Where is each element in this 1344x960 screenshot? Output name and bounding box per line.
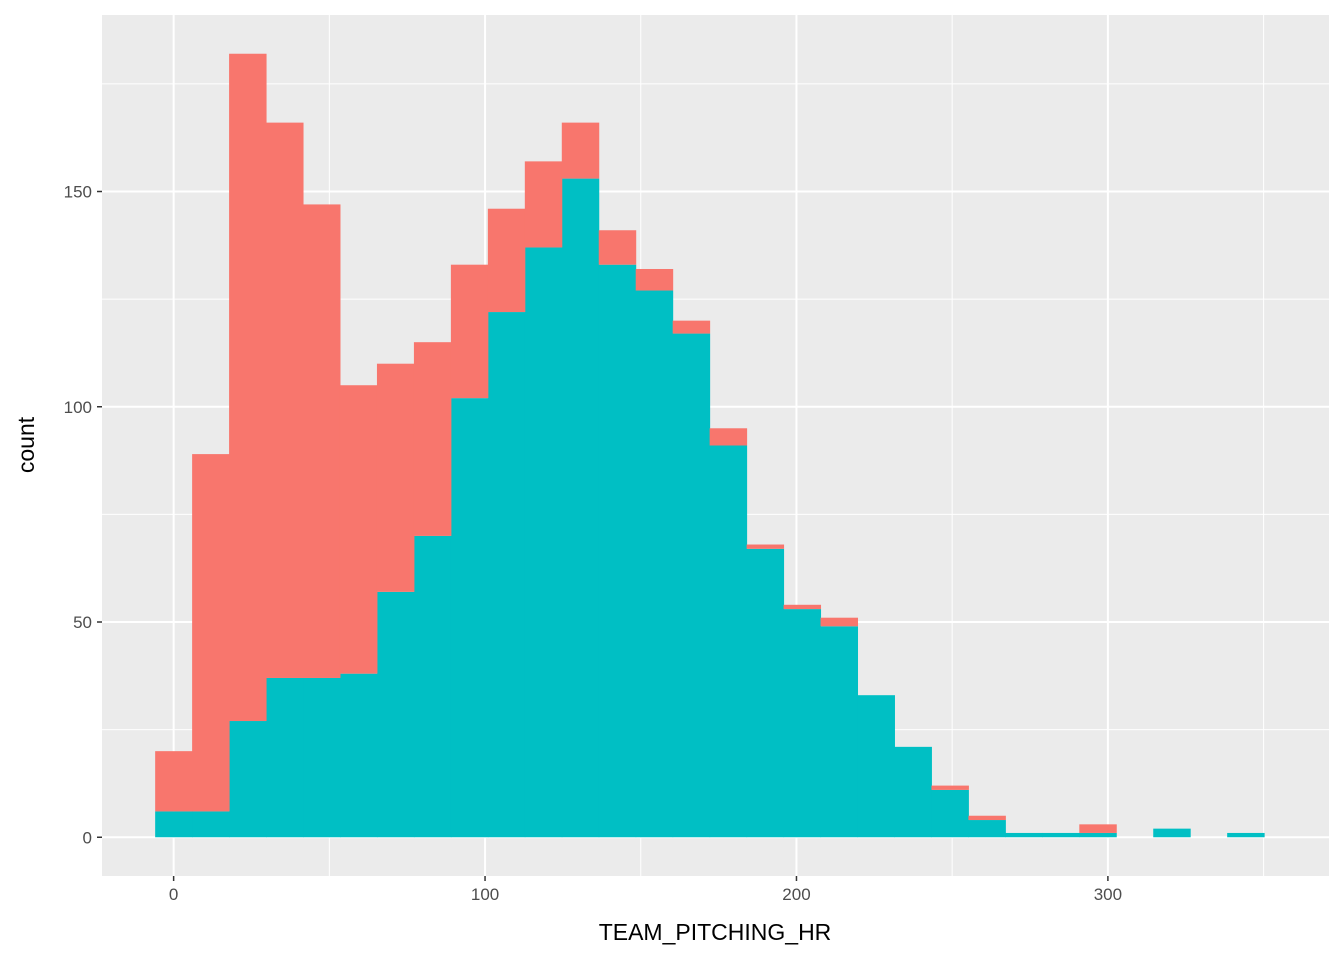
x-tick-label: 300 xyxy=(1094,885,1122,904)
histogram-bar xyxy=(635,268,674,291)
histogram-bar xyxy=(155,751,193,812)
histogram-bar xyxy=(1042,832,1080,838)
histogram-bar xyxy=(746,548,785,838)
histogram-bar xyxy=(339,673,378,838)
histogram-bar xyxy=(709,445,748,838)
histogram-bar xyxy=(746,544,785,549)
histogram-bar xyxy=(450,264,489,399)
histogram-bar xyxy=(155,811,193,838)
histogram-bar xyxy=(672,320,711,334)
histogram-bar xyxy=(413,342,452,536)
y-axis-title: count xyxy=(13,416,39,473)
histogram-bar xyxy=(376,363,415,592)
y-tick-label: 0 xyxy=(83,828,92,847)
histogram-bar xyxy=(598,230,637,265)
histogram-bar xyxy=(635,290,674,838)
histogram-bar xyxy=(266,677,304,838)
x-tick-label: 200 xyxy=(782,885,810,904)
histogram-bar xyxy=(487,312,526,838)
histogram-bar xyxy=(1153,828,1191,838)
histogram-bar xyxy=(450,398,489,838)
histogram-bar xyxy=(1227,832,1265,838)
x-tick-label: 0 xyxy=(169,885,178,904)
histogram-bar xyxy=(598,264,637,838)
x-axis-title: TEAM_PITCHING_HR xyxy=(599,919,832,945)
histogram-bar xyxy=(894,746,932,838)
histogram-bar xyxy=(561,178,600,838)
histogram-bar xyxy=(1079,824,1117,833)
histogram-bar xyxy=(968,820,1006,838)
histogram-bar xyxy=(229,721,267,838)
bars xyxy=(155,53,1265,838)
histogram-bar xyxy=(524,247,563,838)
histogram-bar xyxy=(931,785,969,790)
histogram-bar xyxy=(968,815,1006,821)
histogram-bar xyxy=(192,454,230,812)
histogram-bar xyxy=(820,617,859,627)
histogram-bar xyxy=(820,626,859,838)
histogram-bar xyxy=(413,535,452,838)
y-axis-ticks: 0 50 100 150 xyxy=(64,183,102,847)
histogram-bar xyxy=(709,428,748,446)
y-tick-label: 50 xyxy=(73,613,92,632)
histogram-bar xyxy=(524,161,563,248)
histogram-bar xyxy=(1005,832,1043,838)
histogram-bar xyxy=(783,609,822,838)
y-tick-label: 100 xyxy=(64,398,92,417)
histogram-bar xyxy=(487,208,526,313)
histogram-bar xyxy=(857,695,895,838)
x-tick-label: 100 xyxy=(471,885,499,904)
histogram-bar xyxy=(192,811,230,838)
histogram-bar xyxy=(339,385,378,674)
x-axis-ticks: 0 100 200 300 xyxy=(169,876,1122,904)
histogram-bar xyxy=(376,591,415,838)
histogram-bar xyxy=(229,53,267,722)
histogram-bar xyxy=(931,789,969,838)
histogram-bar xyxy=(303,204,341,678)
histogram-bar xyxy=(561,122,600,179)
histogram-bar xyxy=(672,333,711,838)
histogram-bar xyxy=(783,604,822,610)
histogram-bar xyxy=(266,122,304,678)
y-tick-label: 150 xyxy=(64,183,92,202)
histogram-bar xyxy=(303,677,341,838)
histogram-bar xyxy=(1079,832,1117,838)
